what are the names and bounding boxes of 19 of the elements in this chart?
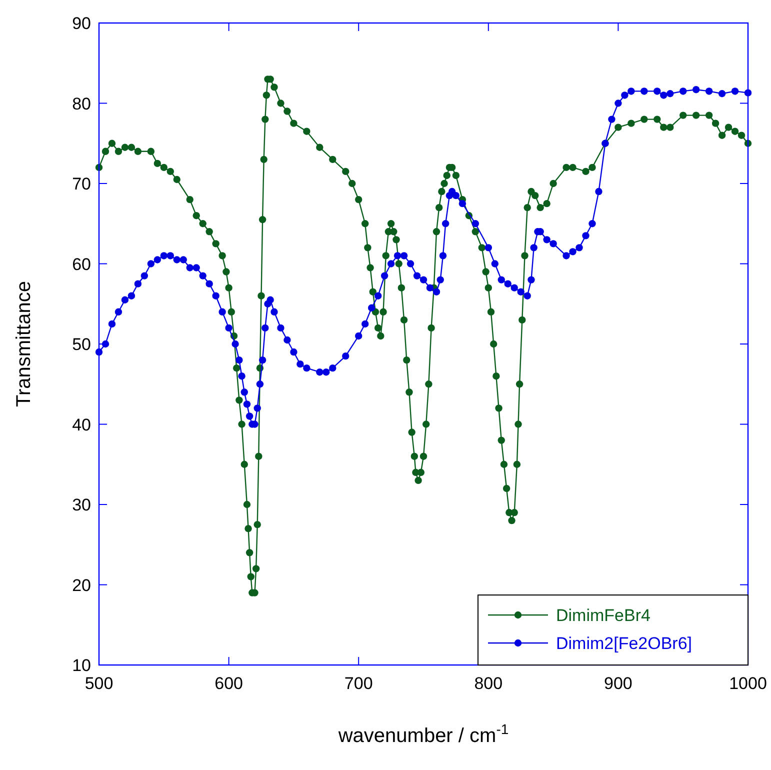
y-tick-label: 70 (72, 174, 91, 194)
x-tick-label: 800 (474, 674, 503, 693)
legend-label: DimimFeBr4 (556, 606, 650, 625)
x-axis-title: wavenumber / cm$^{-1}$ (337, 721, 509, 747)
y-tick-label: 30 (72, 496, 91, 514)
y-tick-label: 50 (72, 335, 91, 354)
y-tick-label: 80 (72, 94, 91, 114)
x-tick-label: 500 (84, 674, 114, 693)
y-tick-label: 90 (72, 14, 91, 33)
y-axis-title: Transmittance (13, 281, 35, 407)
y-tick-label: 40 (72, 415, 91, 434)
x-tick-label: 1000 (729, 674, 767, 693)
y-tick-label: 10 (72, 656, 91, 675)
x-tick-label: 600 (214, 674, 243, 693)
legend-label: Dimim2[Fe2OBr6] (556, 634, 692, 653)
y-tick-label: 20 (72, 576, 91, 595)
x-tick-label: 700 (344, 674, 373, 693)
x-tick-label: 900 (604, 674, 632, 693)
y-tick-label: 60 (72, 254, 91, 274)
